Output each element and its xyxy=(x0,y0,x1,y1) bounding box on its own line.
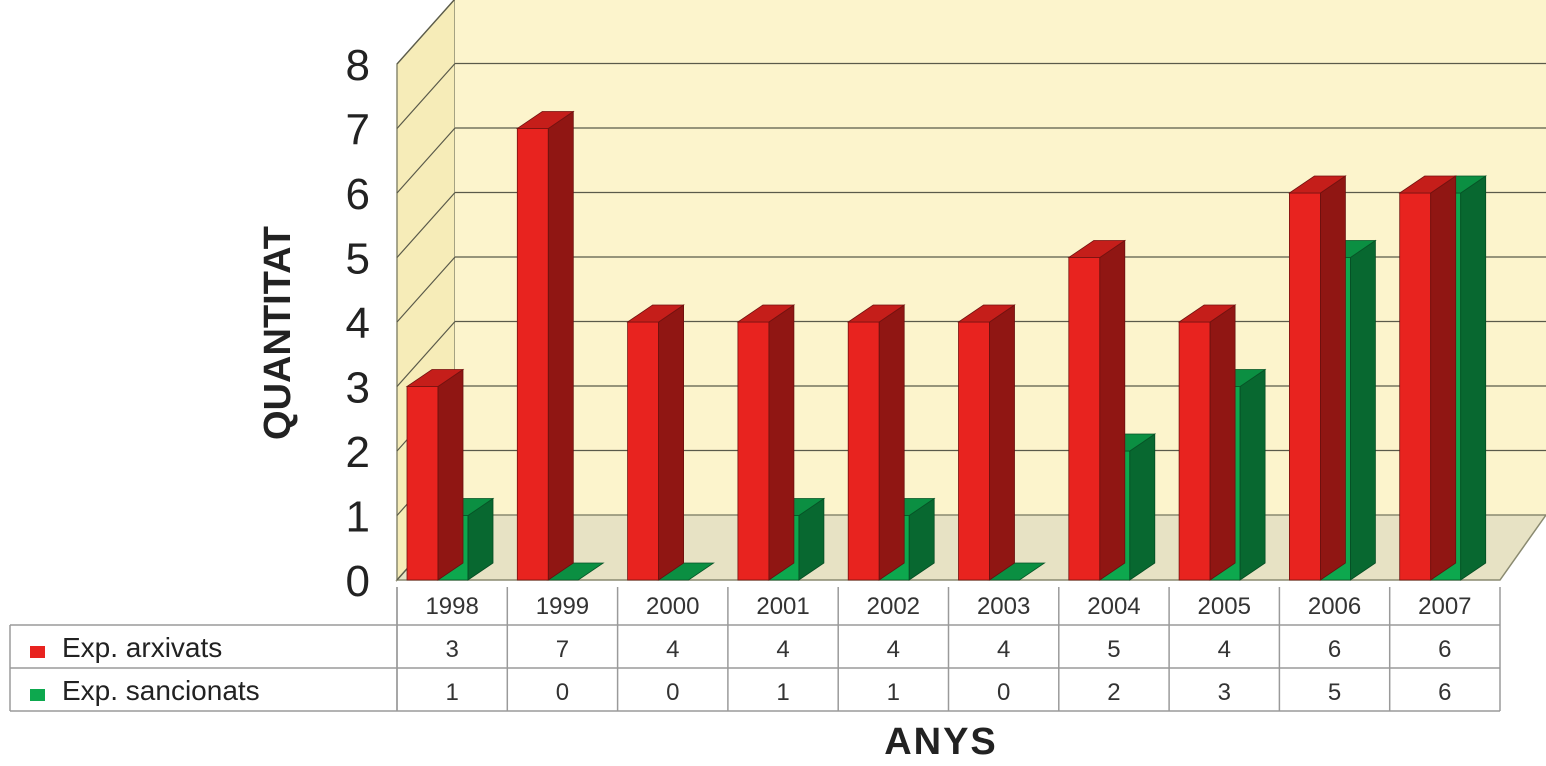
bar-arxivats-side xyxy=(1209,304,1236,581)
y-tick-label: 2 xyxy=(346,428,370,477)
data-label: 6 xyxy=(1438,679,1451,706)
data-label: 5 xyxy=(1328,679,1341,706)
bar-arxivats-front xyxy=(406,386,439,581)
y-tick-label: 8 xyxy=(346,41,370,90)
x-tick-label: 2000 xyxy=(646,593,699,620)
bar-arxivats-top xyxy=(1398,175,1457,194)
y-tick-label: 0 xyxy=(346,557,370,606)
bar-arxivats-front xyxy=(1399,192,1432,581)
data-label: 4 xyxy=(1218,636,1231,663)
x-tick-label: 2007 xyxy=(1418,593,1471,620)
y-tick-label: 1 xyxy=(346,493,370,542)
legend-swatch-arxivats xyxy=(30,646,45,658)
bar-sancionats-side xyxy=(1239,368,1266,581)
bar-sancionats-side xyxy=(1460,175,1487,581)
bar-arxivats-top xyxy=(516,111,575,129)
bar-arxivats-front xyxy=(627,321,659,581)
legend-label: Exp. sancionats xyxy=(62,675,260,706)
bar-arxivats-side xyxy=(658,304,684,581)
bar-arxivats-top xyxy=(626,304,685,323)
data-label: 2 xyxy=(1107,679,1120,706)
data-label: 0 xyxy=(556,679,569,706)
x-tick-label: 1998 xyxy=(425,593,478,620)
data-label: 5 xyxy=(1107,636,1120,663)
data-label: 6 xyxy=(1328,636,1341,663)
legend-label: Exp. arxivats xyxy=(62,632,222,663)
gridline-side xyxy=(396,63,456,129)
x-tick-label: 2006 xyxy=(1308,593,1361,620)
bar-arxivats-top xyxy=(1288,175,1347,194)
x-tick-label: 2004 xyxy=(1087,593,1140,620)
bar-arxivats-top xyxy=(846,304,906,323)
legend-swatch-sancionats xyxy=(30,689,45,701)
bar-arxivats-top xyxy=(405,369,465,387)
bar-arxivats-side xyxy=(768,304,795,581)
bar-arxivats-front xyxy=(847,321,880,581)
bar-arxivats-top xyxy=(736,304,796,323)
data-label: 0 xyxy=(666,679,679,706)
gridline-side xyxy=(396,256,456,323)
bar-arxivats-side xyxy=(1099,239,1126,581)
y-tick-label: 3 xyxy=(346,364,370,413)
gridline-side xyxy=(396,127,456,194)
data-label: 4 xyxy=(776,636,789,663)
data-label: 3 xyxy=(445,636,458,663)
data-label: 1 xyxy=(887,679,900,706)
bar-arxivats-front xyxy=(958,321,990,581)
x-tick-label: 2002 xyxy=(867,593,920,620)
data-label: 4 xyxy=(666,636,679,663)
bar-sancionats-side xyxy=(1129,433,1156,581)
y-axis-title: QUANTITAT xyxy=(257,226,299,440)
bar-arxivats-front xyxy=(737,321,770,581)
data-label: 1 xyxy=(776,679,789,706)
y-tick-label: 7 xyxy=(346,106,370,155)
data-label: 3 xyxy=(1218,679,1231,706)
x-tick-label: 1999 xyxy=(536,593,589,620)
bar-arxivats-side xyxy=(547,110,574,581)
bar-arxivats-side xyxy=(878,304,905,581)
data-label: 6 xyxy=(1438,636,1451,663)
data-label: 7 xyxy=(556,636,569,663)
bar-arxivats-side xyxy=(1430,175,1457,581)
bar-arxivats-top xyxy=(1177,304,1237,323)
bar-arxivats-side xyxy=(437,368,464,581)
gridline-side xyxy=(396,0,455,65)
gridline-side xyxy=(396,321,456,387)
y-tick-label: 4 xyxy=(346,299,370,348)
x-tick-label: 2003 xyxy=(977,593,1030,620)
data-label: 0 xyxy=(997,679,1010,706)
y-tick-label: 5 xyxy=(346,235,370,284)
gridline-side xyxy=(396,192,456,258)
bar-arxivats-top xyxy=(1067,240,1127,258)
x-tick-label: 2001 xyxy=(756,593,809,620)
data-label: 4 xyxy=(997,636,1010,663)
bar-arxivats-side xyxy=(989,304,1015,581)
bar-arxivats-side xyxy=(1320,175,1346,581)
x-tick-label: 2005 xyxy=(1198,593,1251,620)
y-tick-label: 6 xyxy=(346,170,370,219)
data-label: 4 xyxy=(887,636,900,663)
bar-arxivats-front xyxy=(1068,257,1101,581)
bar-arxivats-front xyxy=(1289,192,1321,581)
bar-arxivats-top xyxy=(957,304,1016,323)
bar-arxivats-front xyxy=(1178,321,1211,581)
data-label: 1 xyxy=(445,679,458,706)
bar-sancionats-side xyxy=(1350,239,1376,581)
x-axis-title: ANYS xyxy=(884,721,998,761)
bar-arxivats-front xyxy=(516,128,549,581)
